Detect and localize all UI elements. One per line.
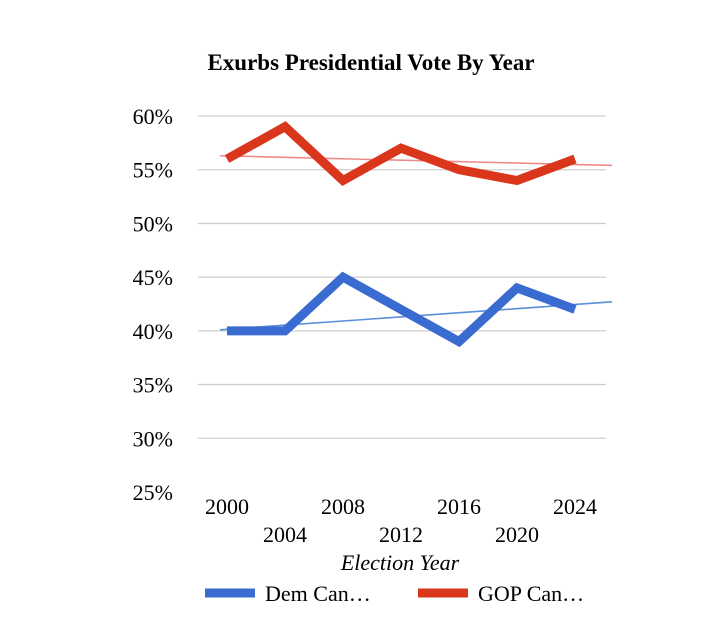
- x-tick-label: 2020: [495, 522, 539, 547]
- x-tick-label: 2004: [263, 522, 307, 547]
- y-tick-label: 25%: [133, 480, 173, 505]
- legend-label: Dem Can…: [265, 581, 371, 606]
- x-tick-label: 2012: [379, 522, 423, 547]
- x-tick-label: 2008: [321, 494, 365, 519]
- y-tick-label: 45%: [133, 265, 173, 290]
- x-tick-label: 2016: [437, 494, 481, 519]
- legend-label: GOP Can…: [478, 581, 584, 606]
- series-lines: [224, 121, 577, 348]
- x-axis-ticks: 2000 2004 2008 2012 2016 2020 2024: [205, 494, 597, 547]
- x-tick-label: 2024: [553, 494, 597, 519]
- x-tick-label: 2000: [205, 494, 249, 519]
- series-line: [227, 271, 577, 348]
- legend: Dem Can… GOP Can…: [205, 581, 584, 606]
- y-tick-label: 40%: [133, 319, 173, 344]
- y-tick-label: 35%: [133, 373, 173, 398]
- y-axis-ticks: 25% 30% 35% 40% 45% 50% 55% 60%: [133, 104, 173, 505]
- chart-title: Exurbs Presidential Vote By Year: [207, 50, 534, 75]
- trendline: [219, 154, 613, 167]
- y-tick-label: 60%: [133, 104, 173, 129]
- y-tick-label: 50%: [133, 211, 173, 236]
- series-line: [224, 121, 577, 187]
- x-axis-title: Election Year: [340, 550, 460, 575]
- y-tick-label: 30%: [133, 426, 173, 451]
- y-tick-label: 55%: [133, 158, 173, 183]
